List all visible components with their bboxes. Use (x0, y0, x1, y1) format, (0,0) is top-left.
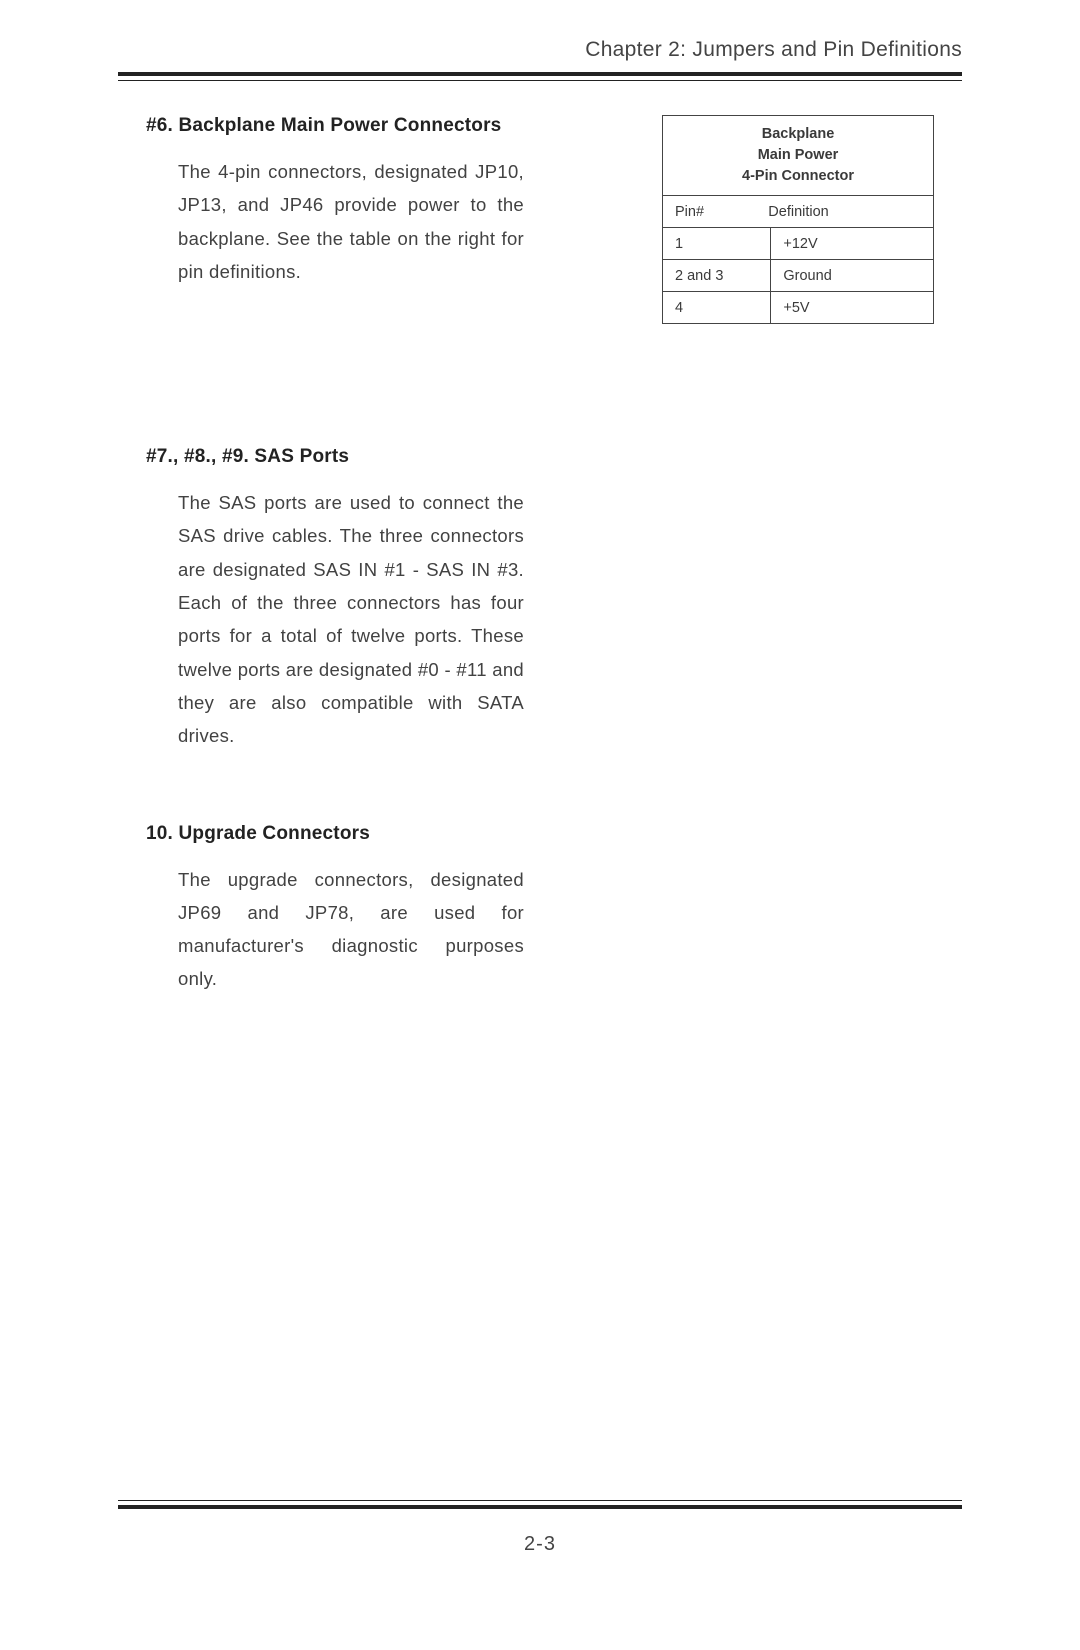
content-area: #6. Backplane Main Power Connectors The … (118, 81, 962, 996)
section-789-body-block: The SAS ports are used to connect the SA… (146, 486, 524, 752)
page-footer: 2-3 (118, 1500, 962, 1556)
section-6-body: The 4-pin connectors, designated JP10, J… (178, 155, 524, 288)
pin-cell: 4 (663, 292, 771, 324)
header-rule-thick (118, 72, 962, 76)
chapter-header: Chapter 2: Jumpers and Pin Definitions (118, 38, 962, 72)
pin-table-title: Backplane Main Power 4-Pin Connector (663, 116, 934, 196)
section-10: 10. Upgrade Connectors The upgrade conne… (146, 823, 934, 996)
table-row: 1 +12V (663, 228, 934, 260)
footer-rule-thin (118, 1500, 962, 1501)
pin-table-col-def: Definition (768, 204, 828, 220)
table-row: 2 and 3 Ground (663, 260, 934, 292)
pin-definition-table: Backplane Main Power 4-Pin Connector Pin… (662, 115, 934, 324)
section-10-body: The upgrade connectors, designated JP69 … (178, 863, 524, 996)
section-789-title: #7., #8., #9. SAS Ports (146, 446, 934, 468)
section-789-body: The SAS ports are used to connect the SA… (178, 486, 524, 752)
pin-table-header-row: Pin# Definition (663, 196, 934, 228)
section-10-body-block: The upgrade connectors, designated JP69 … (146, 863, 524, 996)
pin-table-title-l1: Backplane (762, 126, 835, 142)
def-cell: +5V (771, 292, 934, 324)
pin-table-title-l2: Main Power (758, 147, 839, 163)
pin-cell: 2 and 3 (663, 260, 771, 292)
section-789: #7., #8., #9. SAS Ports The SAS ports ar… (146, 446, 934, 752)
pin-table-col-pin: Pin# (675, 204, 764, 220)
def-cell: +12V (771, 228, 934, 260)
page-number: 2-3 (118, 1533, 962, 1556)
pin-cell: 1 (663, 228, 771, 260)
page-root: Chapter 2: Jumpers and Pin Definitions #… (0, 0, 1080, 1650)
pin-table-title-l3: 4-Pin Connector (742, 168, 854, 184)
section-6: #6. Backplane Main Power Connectors The … (146, 115, 934, 288)
footer-rule-thick (118, 1505, 962, 1509)
def-cell: Ground (771, 260, 934, 292)
section-6-body-block: The 4-pin connectors, designated JP10, J… (146, 155, 524, 288)
section-10-title: 10. Upgrade Connectors (146, 823, 934, 845)
table-row: 4 +5V (663, 292, 934, 324)
